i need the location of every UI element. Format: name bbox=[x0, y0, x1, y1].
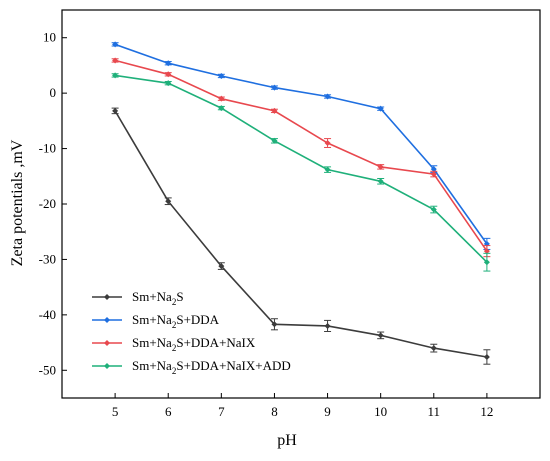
plot-layer: 5 6 7 8 9 10 11 12 10 0 -10 -20 -30 -40 -50 Sm+Na2S Sm+N… bbox=[39, 9, 541, 419]
data-point-3-5 bbox=[377, 178, 384, 185]
data-point-3-1 bbox=[165, 80, 172, 87]
data-point-2-7 bbox=[483, 248, 490, 255]
data-point-3-2 bbox=[218, 105, 225, 112]
series-line-0 bbox=[114, 110, 488, 358]
data-point-1-1 bbox=[165, 60, 172, 67]
data-point-2-6 bbox=[430, 171, 437, 178]
data-point-0-1 bbox=[165, 198, 172, 205]
y-tick-label-5: -40 bbox=[39, 307, 56, 322]
data-point-3-3 bbox=[271, 137, 278, 144]
legend-marker-3 bbox=[104, 363, 110, 369]
y-tick-label-3: -20 bbox=[39, 196, 56, 211]
legend-label-1: Sm+Na2S+DDA bbox=[132, 312, 220, 330]
x-tick-label-7: 12 bbox=[480, 404, 493, 419]
series-line-2 bbox=[114, 59, 488, 252]
data-point-0-5 bbox=[377, 332, 384, 339]
data-point-2-3 bbox=[271, 107, 278, 114]
data-point-1-3 bbox=[271, 84, 278, 91]
legend-marker-2 bbox=[104, 340, 110, 346]
x-tick-label-2: 7 bbox=[218, 404, 225, 419]
legend-label-2: Sm+Na2S+DDA+NaIX bbox=[132, 335, 256, 353]
data-point-2-2 bbox=[218, 95, 225, 102]
data-point-3-4 bbox=[324, 166, 331, 173]
legend-marker-1 bbox=[104, 317, 110, 323]
y-tick-label-2: -10 bbox=[39, 141, 56, 156]
data-point-1-6 bbox=[430, 166, 437, 173]
data-point-2-0 bbox=[112, 57, 119, 64]
y-tick-label-1: 0 bbox=[50, 85, 57, 100]
data-point-1-0 bbox=[112, 41, 119, 48]
legend-marker-0 bbox=[104, 294, 110, 300]
y-tick-label-6: -50 bbox=[39, 362, 56, 377]
data-point-1-4 bbox=[324, 93, 331, 100]
data-point-0-3 bbox=[271, 321, 278, 328]
data-point-0-4 bbox=[324, 322, 331, 329]
x-tick-label-6: 11 bbox=[428, 404, 441, 419]
y-tick-label-4: -30 bbox=[39, 251, 56, 266]
y-axis-title: Zeta potentials ,mV bbox=[9, 139, 26, 266]
x-axis-title: pH bbox=[277, 432, 297, 449]
series-line-1 bbox=[114, 43, 488, 245]
data-point-3-0 bbox=[112, 72, 119, 79]
data-point-0-2 bbox=[218, 263, 225, 270]
data-point-1-2 bbox=[218, 72, 225, 79]
x-tick-label-0: 5 bbox=[112, 404, 119, 419]
data-point-2-1 bbox=[165, 71, 172, 78]
legend-label-0: Sm+Na2S bbox=[132, 289, 184, 307]
legend-label-3: Sm+Na2S+DDA+NaIX+ADD bbox=[132, 358, 291, 376]
x-tick-label-4: 9 bbox=[324, 404, 331, 419]
data-point-0-7 bbox=[483, 353, 490, 360]
data-point-3-6 bbox=[430, 206, 437, 213]
y-tick-label-0: 10 bbox=[43, 30, 56, 45]
x-tick-label-1: 6 bbox=[165, 404, 172, 419]
data-point-2-5 bbox=[377, 163, 384, 170]
series-line-3 bbox=[114, 74, 488, 263]
data-point-1-5 bbox=[377, 105, 384, 112]
data-point-3-7 bbox=[483, 259, 490, 266]
data-point-0-0 bbox=[112, 107, 119, 114]
data-point-0-6 bbox=[430, 345, 437, 352]
x-tick-label-5: 10 bbox=[374, 404, 387, 419]
x-tick-label-3: 8 bbox=[271, 404, 278, 419]
data-point-2-4 bbox=[324, 140, 331, 147]
